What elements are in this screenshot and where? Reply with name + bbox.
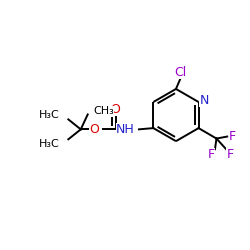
Text: NH: NH (116, 123, 135, 136)
Text: F: F (226, 148, 234, 161)
Text: N: N (199, 94, 209, 106)
Text: F: F (208, 148, 214, 161)
Text: Cl: Cl (174, 66, 186, 79)
Text: H₃C: H₃C (39, 139, 60, 149)
Text: H₃C: H₃C (39, 110, 60, 120)
Text: CH₃: CH₃ (93, 106, 114, 117)
Text: F: F (229, 130, 236, 143)
Text: O: O (89, 123, 99, 136)
Text: O: O (111, 103, 120, 116)
